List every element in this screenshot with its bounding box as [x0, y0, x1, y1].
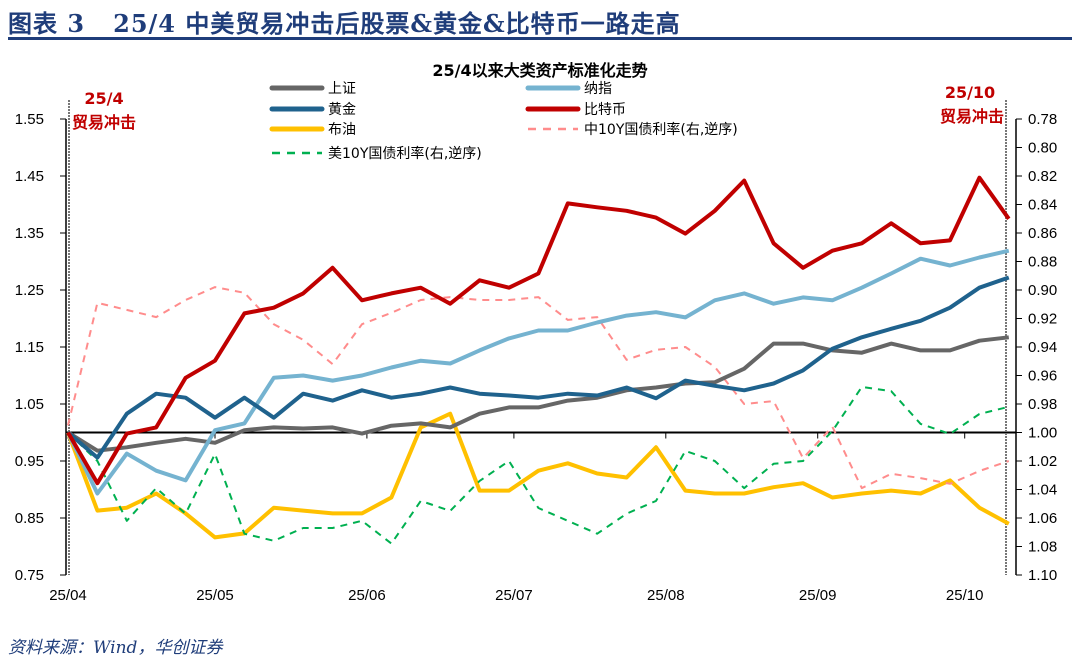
axes: 0.75 0.85 0.95 1.05 1.15 1.25 1.35 1.45 1.55 0.78… — [15, 100, 1057, 604]
y-tick-label: 0.75 — [15, 567, 44, 584]
y-tick-label: 0.85 — [15, 510, 44, 527]
y2-tick-label: 0.88 — [1028, 254, 1057, 271]
annotations: 25/4 贸易冲击 25/10 贸易冲击 — [72, 83, 1004, 132]
series-line-0 — [66, 335, 1010, 453]
chart-title: 25/4以来大类资产标准化走势 — [432, 61, 647, 80]
y2-tick-label: 0.96 — [1028, 368, 1057, 385]
series-line-3 — [66, 175, 1011, 486]
y2-tick-label: 0.92 — [1028, 311, 1057, 328]
x-tick-label: 25/04 — [49, 587, 87, 604]
series-line-6 — [67, 385, 1010, 545]
y2-tick-label: 0.90 — [1028, 282, 1057, 299]
series-line-1 — [66, 248, 1010, 496]
source-note: 资料来源：Wind，华创证券 — [8, 638, 223, 658]
annotation-date: 25/10 — [945, 83, 995, 102]
y2-tick-label: 1.00 — [1028, 425, 1057, 442]
annotation-label: 贸易冲击 — [940, 107, 1004, 126]
legend-label: 比特币 — [584, 102, 626, 118]
y-tick-label: 0.95 — [15, 453, 44, 470]
x-tick-label: 25/06 — [348, 587, 386, 604]
y2-tick-label: 1.10 — [1028, 567, 1057, 584]
annotation-label: 贸易冲击 — [72, 113, 136, 132]
y2-tick-label: 0.94 — [1028, 339, 1057, 356]
y-tick-label: 1.05 — [15, 396, 44, 413]
title-divider — [8, 37, 1072, 40]
legend-label: 纳指 — [584, 81, 612, 97]
y-tick-label: 1.15 — [15, 339, 44, 356]
y2-tick-label: 0.86 — [1028, 225, 1057, 242]
x-tick-label: 25/07 — [495, 587, 533, 604]
y2-tick-label: 0.98 — [1028, 396, 1057, 413]
legend-label: 中10Y国债利率(右,逆序) — [584, 121, 738, 138]
x-tick-label: 25/10 — [946, 587, 984, 604]
y2-tick-label: 0.82 — [1028, 168, 1057, 185]
series-lines — [66, 175, 1011, 545]
y2-tick-label: 0.84 — [1028, 197, 1057, 214]
legend-label: 美10Y国债利率(右,逆序) — [328, 145, 482, 162]
y-tick-label: 1.45 — [15, 168, 44, 185]
annotation-date: 25/4 — [84, 89, 123, 108]
x-tick-label: 25/09 — [799, 587, 837, 604]
legend-label: 黄金 — [328, 101, 356, 118]
x-tick-label: 25/05 — [196, 587, 234, 604]
x-tick-label: 25/08 — [647, 587, 685, 604]
y2-tick-label: 1.02 — [1028, 453, 1057, 470]
figure-title: 图表 3 25/4 中美贸易冲击后股票&黄金&比特币一路走高 — [8, 9, 681, 38]
legend-label: 上证 — [328, 81, 356, 97]
y2-tick-label: 1.04 — [1028, 482, 1057, 499]
series-line-2 — [66, 275, 1010, 460]
y2-tick-label: 0.80 — [1028, 140, 1057, 157]
y2-tick-label: 1.08 — [1028, 539, 1057, 556]
legend-label: 布油 — [328, 122, 356, 138]
series-line-5 — [67, 286, 1010, 490]
y-tick-label: 1.25 — [15, 282, 44, 299]
y-tick-label: 1.55 — [15, 111, 44, 128]
y2-tick-label: 1.06 — [1028, 510, 1057, 527]
y2-tick-label: 0.78 — [1028, 111, 1057, 128]
y-tick-label: 1.35 — [15, 225, 44, 242]
series-line-4 — [66, 411, 1010, 540]
